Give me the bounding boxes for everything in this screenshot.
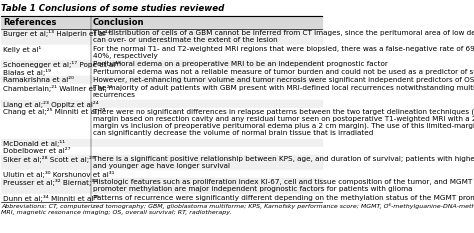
Bar — [1, 170, 322, 178]
Text: Siker et al;²⁸ Scott et al;²⁹: Siker et al;²⁸ Scott et al;²⁹ — [3, 155, 95, 162]
Bar — [1, 60, 322, 68]
Text: Preusser et al;³² Biernat;³³: Preusser et al;³² Biernat;³³ — [3, 179, 97, 186]
Bar — [1, 84, 322, 100]
Bar — [1, 68, 322, 76]
Text: Peritumoral edema on a preoperative MRI to be an independent prognostic factor: Peritumoral edema on a preoperative MRI … — [93, 61, 388, 67]
Text: Chamberlain;²¹ Wallner et al;²²: Chamberlain;²¹ Wallner et al;²² — [3, 85, 113, 92]
Text: McDonald et al;¹¹: McDonald et al;¹¹ — [3, 140, 65, 147]
Bar — [1, 16, 322, 29]
Bar — [1, 76, 322, 84]
Bar — [1, 194, 322, 202]
Text: Ulutin et al;³⁰ Korshunov et al³¹: Ulutin et al;³⁰ Korshunov et al³¹ — [3, 171, 115, 178]
Text: There is a significant positive relationship between KPS, age, and duration of s: There is a significant positive relation… — [93, 155, 474, 168]
Bar — [1, 178, 322, 194]
Text: Dunn et al;³⁴ Minniti et al³⁵: Dunn et al;³⁴ Minniti et al³⁵ — [3, 195, 99, 202]
Text: Schoenegger et al;¹⁷ Pope et al¹⁸: Schoenegger et al;¹⁷ Pope et al¹⁸ — [3, 61, 121, 68]
Text: Dobelbower et al²⁷: Dobelbower et al²⁷ — [3, 148, 71, 154]
Bar — [1, 45, 322, 60]
Text: For the normal T1- and T2-weighted MRI regions that were biopsied, there was a f: For the normal T1- and T2-weighted MRI r… — [93, 46, 474, 59]
Text: Kelly et al¹: Kelly et al¹ — [3, 46, 41, 53]
Text: Table 1 Conclusions of some studies reviewed: Table 1 Conclusions of some studies revi… — [1, 4, 225, 13]
Text: Ramakrishna et al²⁰: Ramakrishna et al²⁰ — [3, 77, 74, 83]
Bar — [1, 139, 322, 147]
Text: However, net-enhancing tumor volume and tumor necrosis were significant independ: However, net-enhancing tumor volume and … — [93, 77, 474, 83]
Text: The distribution of cells of a GBM cannot be inferred from CT images, since the : The distribution of cells of a GBM canno… — [93, 30, 474, 43]
Text: Conclusion: Conclusion — [93, 18, 144, 27]
Bar — [1, 154, 322, 170]
Text: Chang et al;²⁵ Minniti et al;²⁶: Chang et al;²⁵ Minniti et al;²⁶ — [3, 108, 105, 115]
Text: Abbreviations: CT, computerized tomography; GBM, glioblastoma multiforme; KPS, K: Abbreviations: CT, computerized tomograp… — [1, 203, 474, 215]
Text: References: References — [3, 18, 56, 27]
Text: Białas et al;¹⁹: Białas et al;¹⁹ — [3, 69, 51, 76]
Text: Peritumoral edema was not a reliable measure of tumor burden and could not be us: Peritumoral edema was not a reliable mea… — [93, 69, 474, 75]
Text: Liang et al;²³ Oppitz et al²⁴: Liang et al;²³ Oppitz et al²⁴ — [3, 101, 99, 108]
Text: Burger et al;¹³ Halperin et al¹⁴: Burger et al;¹³ Halperin et al¹⁴ — [3, 30, 111, 37]
Bar — [1, 107, 322, 139]
Text: Histologic features such as proliferation index KI-67, cell and tissue compositi: Histologic features such as proliferatio… — [93, 179, 472, 192]
Bar — [1, 147, 322, 154]
Bar — [1, 100, 322, 107]
Text: Patterns of recurrence were significantly different depending on the methylation: Patterns of recurrence were significantl… — [93, 195, 474, 201]
Bar — [1, 29, 322, 45]
Text: There were no significant differences in relapse patterns between the two target: There were no significant differences in… — [93, 108, 474, 136]
Text: The majority of adult patients with GBM present with MRI-defined local recurrenc: The majority of adult patients with GBM … — [93, 85, 474, 98]
